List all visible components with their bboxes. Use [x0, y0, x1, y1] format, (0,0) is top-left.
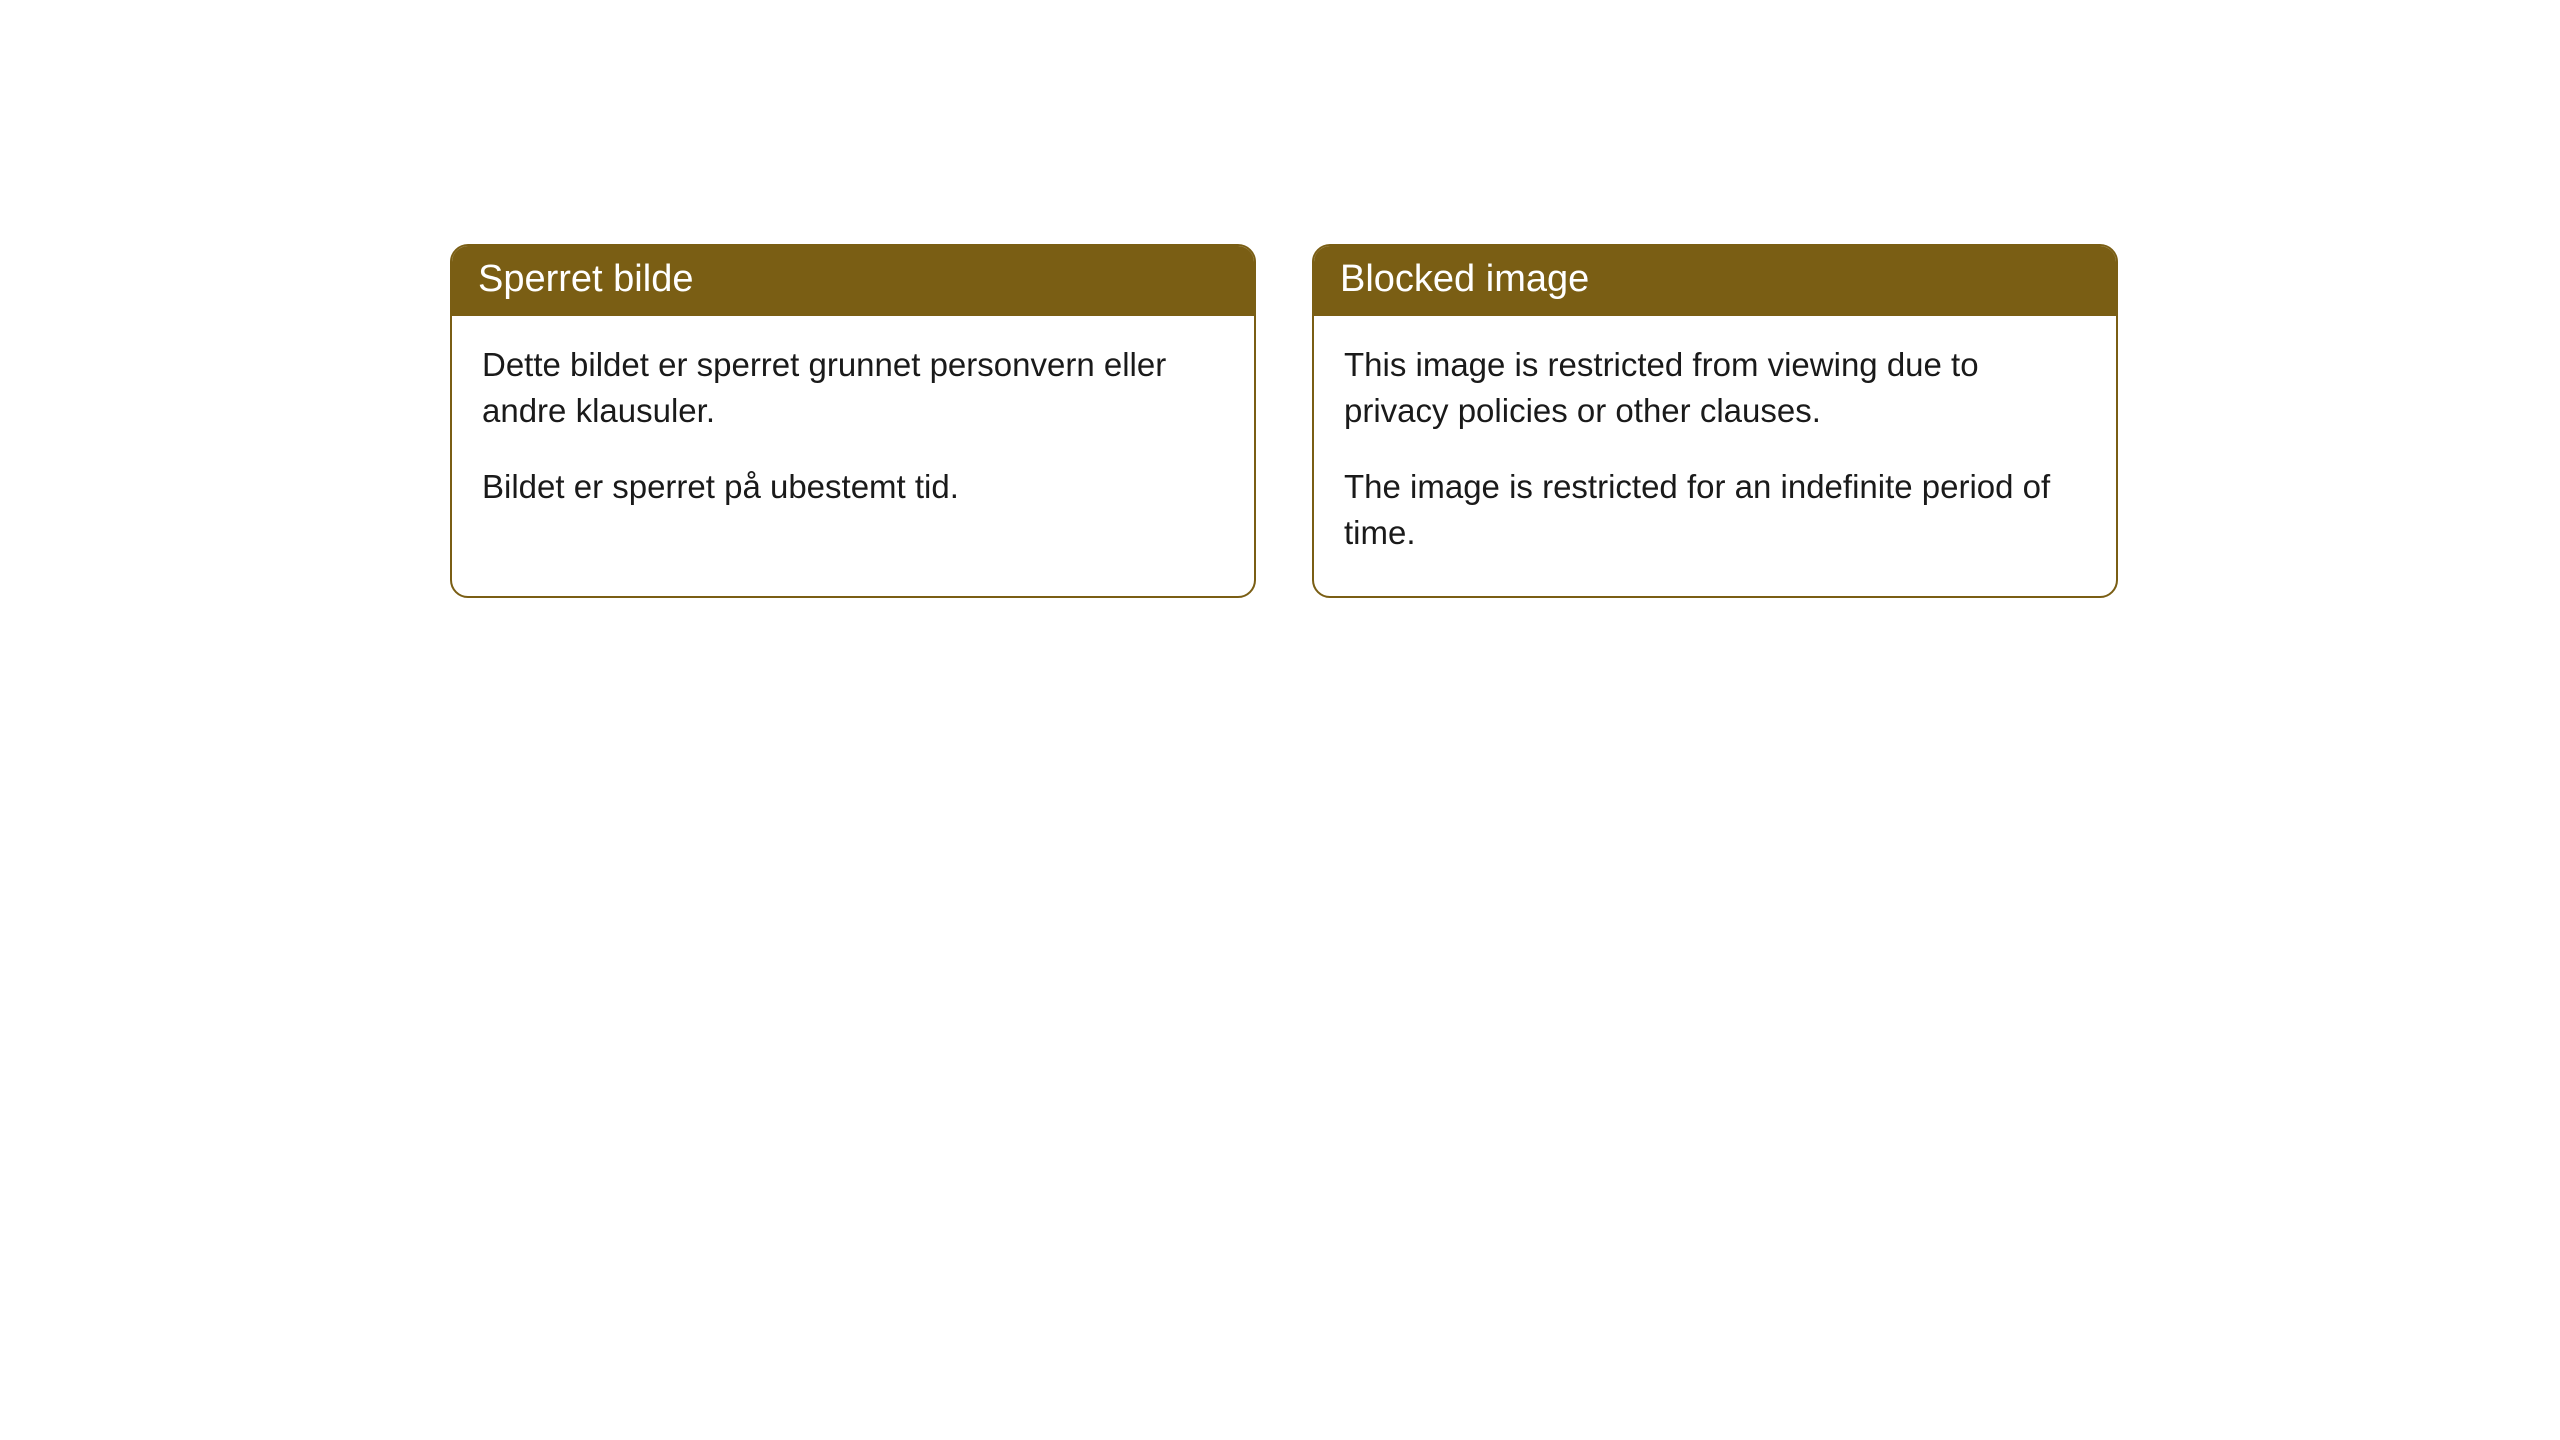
card-paragraph: Bildet er sperret på ubestemt tid. [482, 464, 1224, 510]
card-header: Sperret bilde [452, 246, 1254, 316]
notice-card-english: Blocked image This image is restricted f… [1312, 244, 2118, 598]
card-header: Blocked image [1314, 246, 2116, 316]
card-paragraph: Dette bildet er sperret grunnet personve… [482, 342, 1224, 434]
card-body: This image is restricted from viewing du… [1314, 316, 2116, 597]
notice-card-norwegian: Sperret bilde Dette bildet er sperret gr… [450, 244, 1256, 598]
card-body: Dette bildet er sperret grunnet personve… [452, 316, 1254, 551]
notice-cards-container: Sperret bilde Dette bildet er sperret gr… [0, 0, 2560, 598]
card-paragraph: The image is restricted for an indefinit… [1344, 464, 2086, 556]
card-paragraph: This image is restricted from viewing du… [1344, 342, 2086, 434]
